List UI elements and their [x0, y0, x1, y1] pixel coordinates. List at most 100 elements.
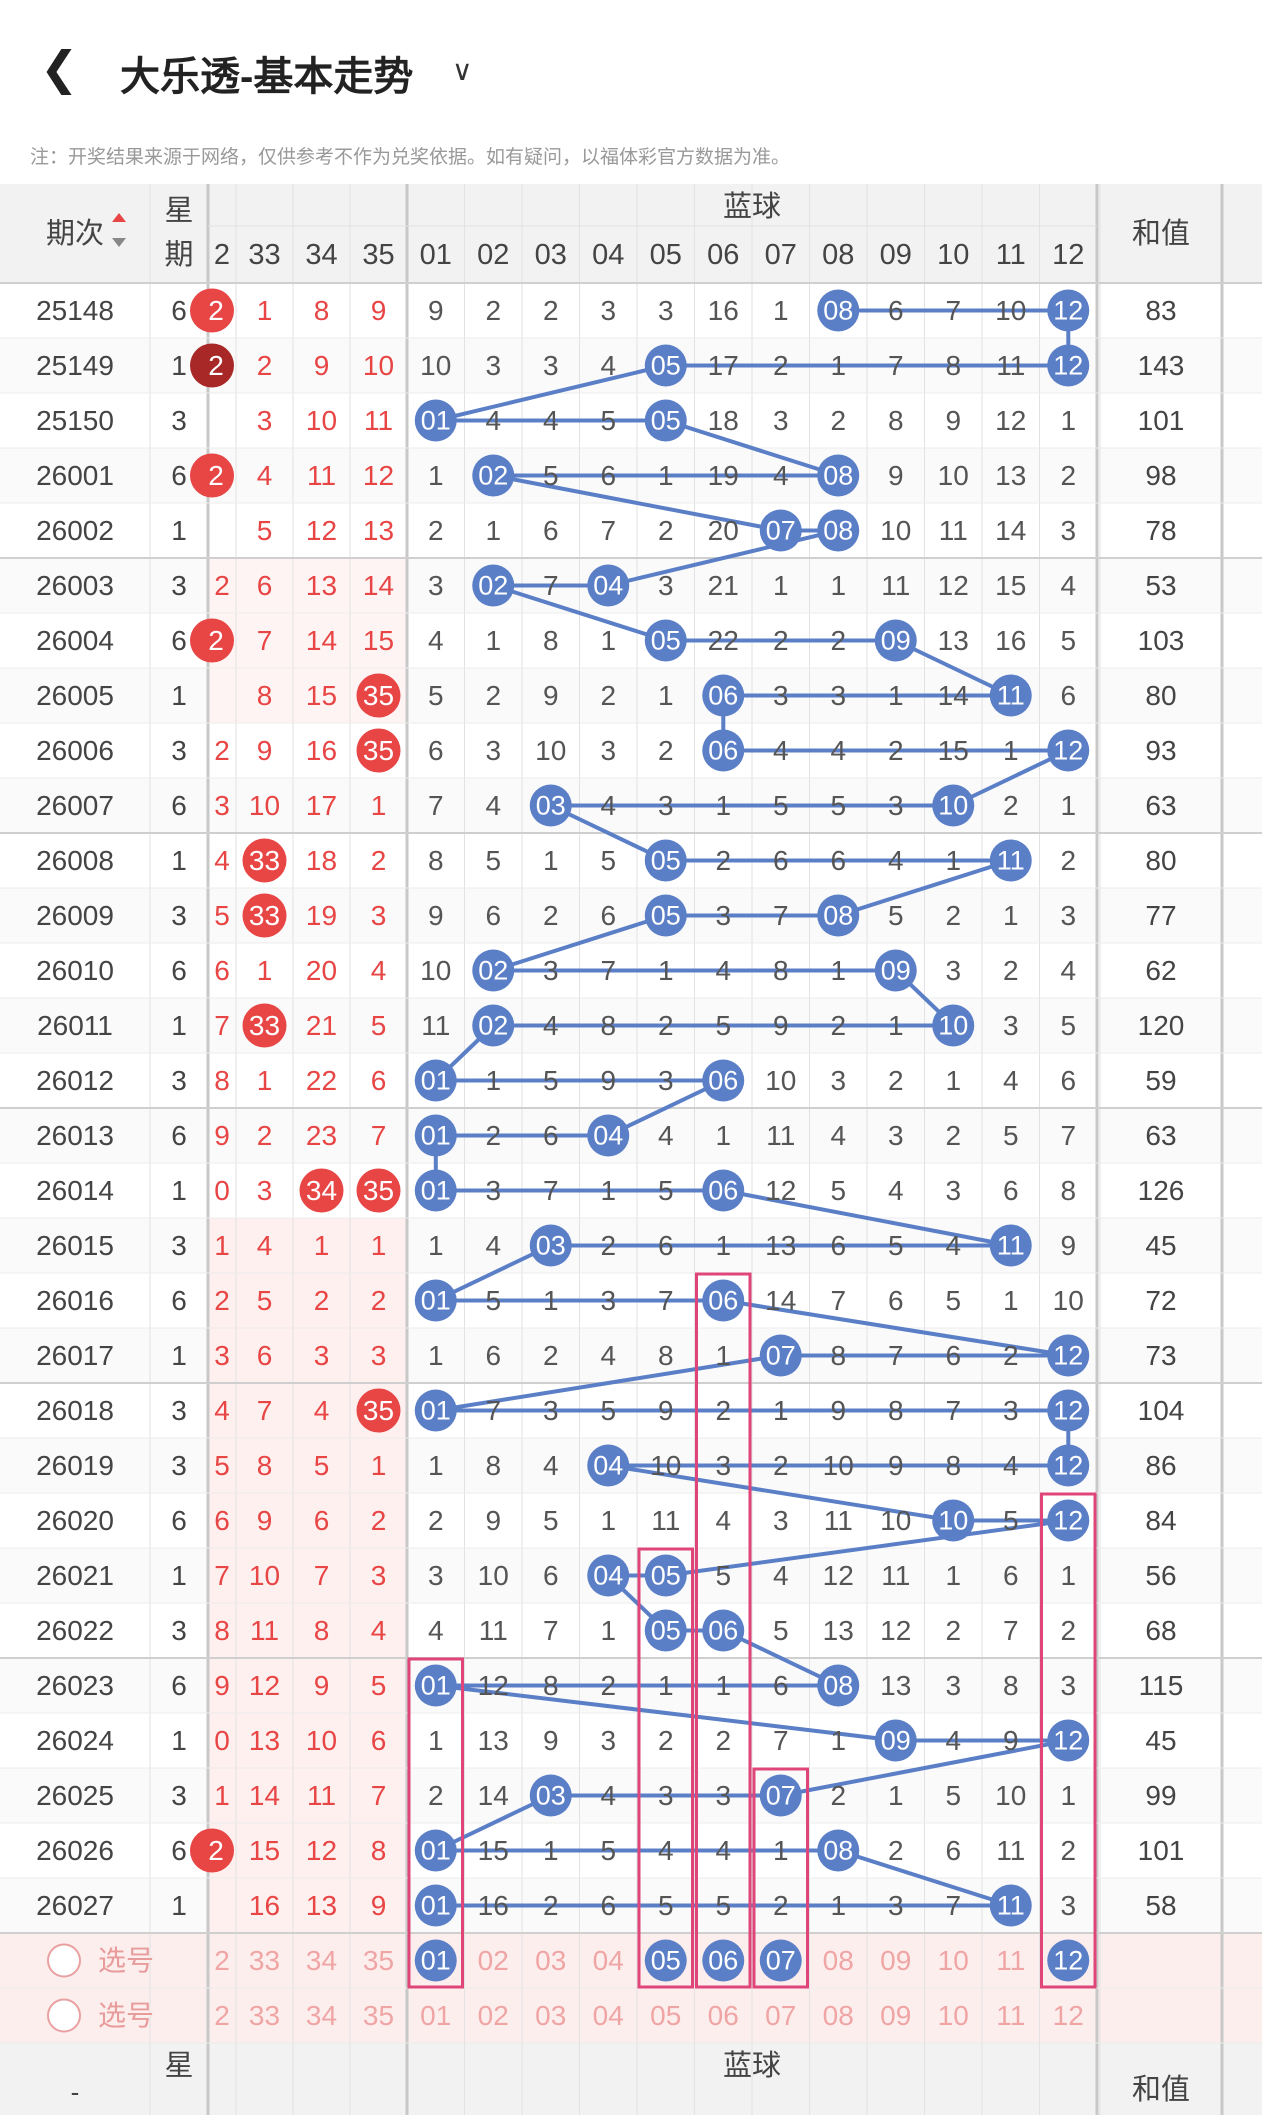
front-miss-cell: 1: [314, 1230, 330, 1261]
pick-blue-number[interactable]: 07: [765, 2000, 796, 2031]
pick-blue-number[interactable]: 07: [766, 1946, 796, 1976]
blue-miss-cell: 7: [945, 1890, 961, 1921]
front-miss-cell: 7: [214, 1560, 230, 1591]
blue-miss-cell: 5: [1003, 1505, 1019, 1536]
blue-miss-cell: 2: [830, 1010, 846, 1041]
front-miss-cell: 14: [306, 625, 337, 656]
pick-blue-ball[interactable]: [759, 1939, 802, 1982]
blue-miss-cell: 4: [428, 1615, 444, 1646]
radio-circle-icon[interactable]: [47, 1943, 81, 1978]
pick-blue-number[interactable]: 05: [650, 2000, 681, 2031]
pick-front-number[interactable]: 33: [249, 2000, 280, 2031]
pick-front-number[interactable]: 2: [214, 1945, 230, 1976]
header-front-col: 33: [248, 239, 280, 271]
pick-blue-number[interactable]: 06: [708, 1946, 738, 1976]
pick-blue-number[interactable]: 10: [938, 1945, 969, 1976]
issue-cell: 26021: [36, 1560, 114, 1591]
blue-miss-cell: 2: [773, 625, 789, 656]
blue-miss-cell: 1: [543, 1285, 559, 1316]
blue-miss-cell: 5: [945, 1780, 961, 1811]
blue-miss-cell: 2: [888, 1835, 904, 1866]
blue-miss-cell: 2: [773, 1890, 789, 1921]
blue-miss-cell: 1: [773, 1395, 789, 1426]
pick-blue-ball[interactable]: [702, 1939, 745, 1982]
sort-icon[interactable]: [112, 213, 126, 222]
pick-blue-number[interactable]: 12: [1053, 1946, 1083, 1976]
blue-ball: [414, 1664, 457, 1707]
sum-cell: 80: [1145, 845, 1176, 876]
pick-blue-number[interactable]: 11: [996, 2000, 1025, 2031]
highlight-box: [752, 1767, 809, 1989]
pick-blue-number[interactable]: 11: [996, 1945, 1025, 1976]
pick-blue-ball[interactable]: [414, 1939, 457, 1982]
blue-ball-number: 06: [708, 1176, 738, 1206]
pick-blue-ball[interactable]: [1047, 1939, 1090, 1982]
issue-cell: 26011: [37, 1010, 113, 1041]
pick-blue-number[interactable]: 02: [478, 1945, 509, 1976]
pick-blue-number[interactable]: 12: [1053, 2000, 1084, 2031]
sum-cell: 56: [1145, 1560, 1176, 1591]
front-row-bg: [208, 613, 407, 668]
blue-miss-cell: 4: [945, 1230, 961, 1261]
blue-ball: [702, 674, 745, 717]
week-cell: 6: [171, 790, 187, 821]
week-cell: 1: [171, 845, 187, 876]
blue-ball-number: 08: [823, 461, 853, 491]
blue-miss-cell: 8: [773, 955, 789, 986]
pick-front-number[interactable]: 35: [363, 2000, 394, 2031]
pick-blue-number[interactable]: 01: [420, 2000, 451, 2031]
radio-circle-icon[interactable]: [47, 1998, 81, 2033]
blue-miss-cell: 1: [1060, 1560, 1076, 1591]
pick-front-number[interactable]: 33: [249, 1945, 280, 1976]
pick-label[interactable]: 选号: [98, 2000, 154, 2031]
pick-blue-number[interactable]: 03: [535, 2000, 566, 2031]
pick-blue-number[interactable]: 10: [938, 2000, 969, 2031]
front-miss-cell: 1: [257, 295, 273, 326]
back-arrow-icon[interactable]: ❮: [40, 42, 79, 94]
pick-blue-number[interactable]: 04: [593, 1945, 624, 1976]
front-miss-cell: 5: [314, 1450, 330, 1481]
blue-miss-cell: 8: [543, 1670, 559, 1701]
table-header-bg: [0, 184, 1262, 283]
front-miss-cell: 7: [257, 625, 273, 656]
pick-front-number[interactable]: 34: [306, 2000, 337, 2031]
pick-blue-number[interactable]: 01: [421, 1946, 451, 1976]
blue-miss-cell: 1: [1060, 1780, 1076, 1811]
blue-miss-cell: 15: [995, 570, 1026, 601]
pick-label[interactable]: 选号: [98, 1945, 154, 1976]
blue-ball: [702, 1279, 745, 1322]
header-front-col: 35: [362, 239, 394, 271]
pick-blue-number[interactable]: 05: [651, 1946, 681, 1976]
pick-blue-ball[interactable]: [644, 1939, 687, 1982]
sort-icon[interactable]: [112, 238, 126, 247]
pick-blue-number[interactable]: 08: [823, 2000, 854, 2031]
front-miss-cell: 7: [214, 1010, 230, 1041]
pick-front-number[interactable]: 35: [363, 1945, 394, 1976]
front-row-bg: [208, 1218, 407, 1273]
blue-miss-cell: 4: [773, 1560, 789, 1591]
sum-cell: 78: [1145, 515, 1176, 546]
blue-miss-cell: 5: [600, 405, 616, 436]
blue-miss-cell: 6: [830, 845, 846, 876]
blue-miss-cell: 1: [945, 1065, 961, 1096]
pick-blue-number[interactable]: 02: [478, 2000, 509, 2031]
blue-miss-cell: 2: [945, 1615, 961, 1646]
blue-ball: [989, 1224, 1032, 1267]
pick-blue-number[interactable]: 04: [593, 2000, 624, 2031]
blue-miss-cell: 20: [708, 515, 739, 546]
blue-miss-cell: 1: [600, 1615, 616, 1646]
pick-blue-number[interactable]: 09: [880, 1945, 911, 1976]
pick-blue-number[interactable]: 03: [535, 1945, 566, 1976]
blue-miss-cell: 4: [945, 1725, 961, 1756]
pick-front-number[interactable]: 2: [214, 2000, 230, 2031]
sum-cell: 98: [1145, 460, 1176, 491]
page-title[interactable]: 大乐透-基本走势: [120, 55, 414, 99]
pick-blue-number[interactable]: 09: [880, 2000, 911, 2031]
chevron-down-icon[interactable]: ∨: [452, 55, 473, 86]
blue-miss-cell: 5: [773, 790, 789, 821]
front-miss-cell: 10: [306, 1725, 337, 1756]
pick-blue-number[interactable]: 08: [823, 1945, 854, 1976]
pick-blue-number[interactable]: 06: [708, 2000, 739, 2031]
blue-miss-cell: 7: [945, 1395, 961, 1426]
pick-front-number[interactable]: 34: [306, 1945, 337, 1976]
